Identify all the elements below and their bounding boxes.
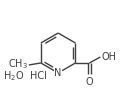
Text: HCl: HCl xyxy=(30,71,47,81)
Text: N: N xyxy=(54,68,62,78)
Text: CH$_3$: CH$_3$ xyxy=(8,58,28,71)
Text: OH: OH xyxy=(101,52,116,62)
Text: H$_2$O: H$_2$O xyxy=(3,69,24,83)
Text: O: O xyxy=(86,77,93,87)
